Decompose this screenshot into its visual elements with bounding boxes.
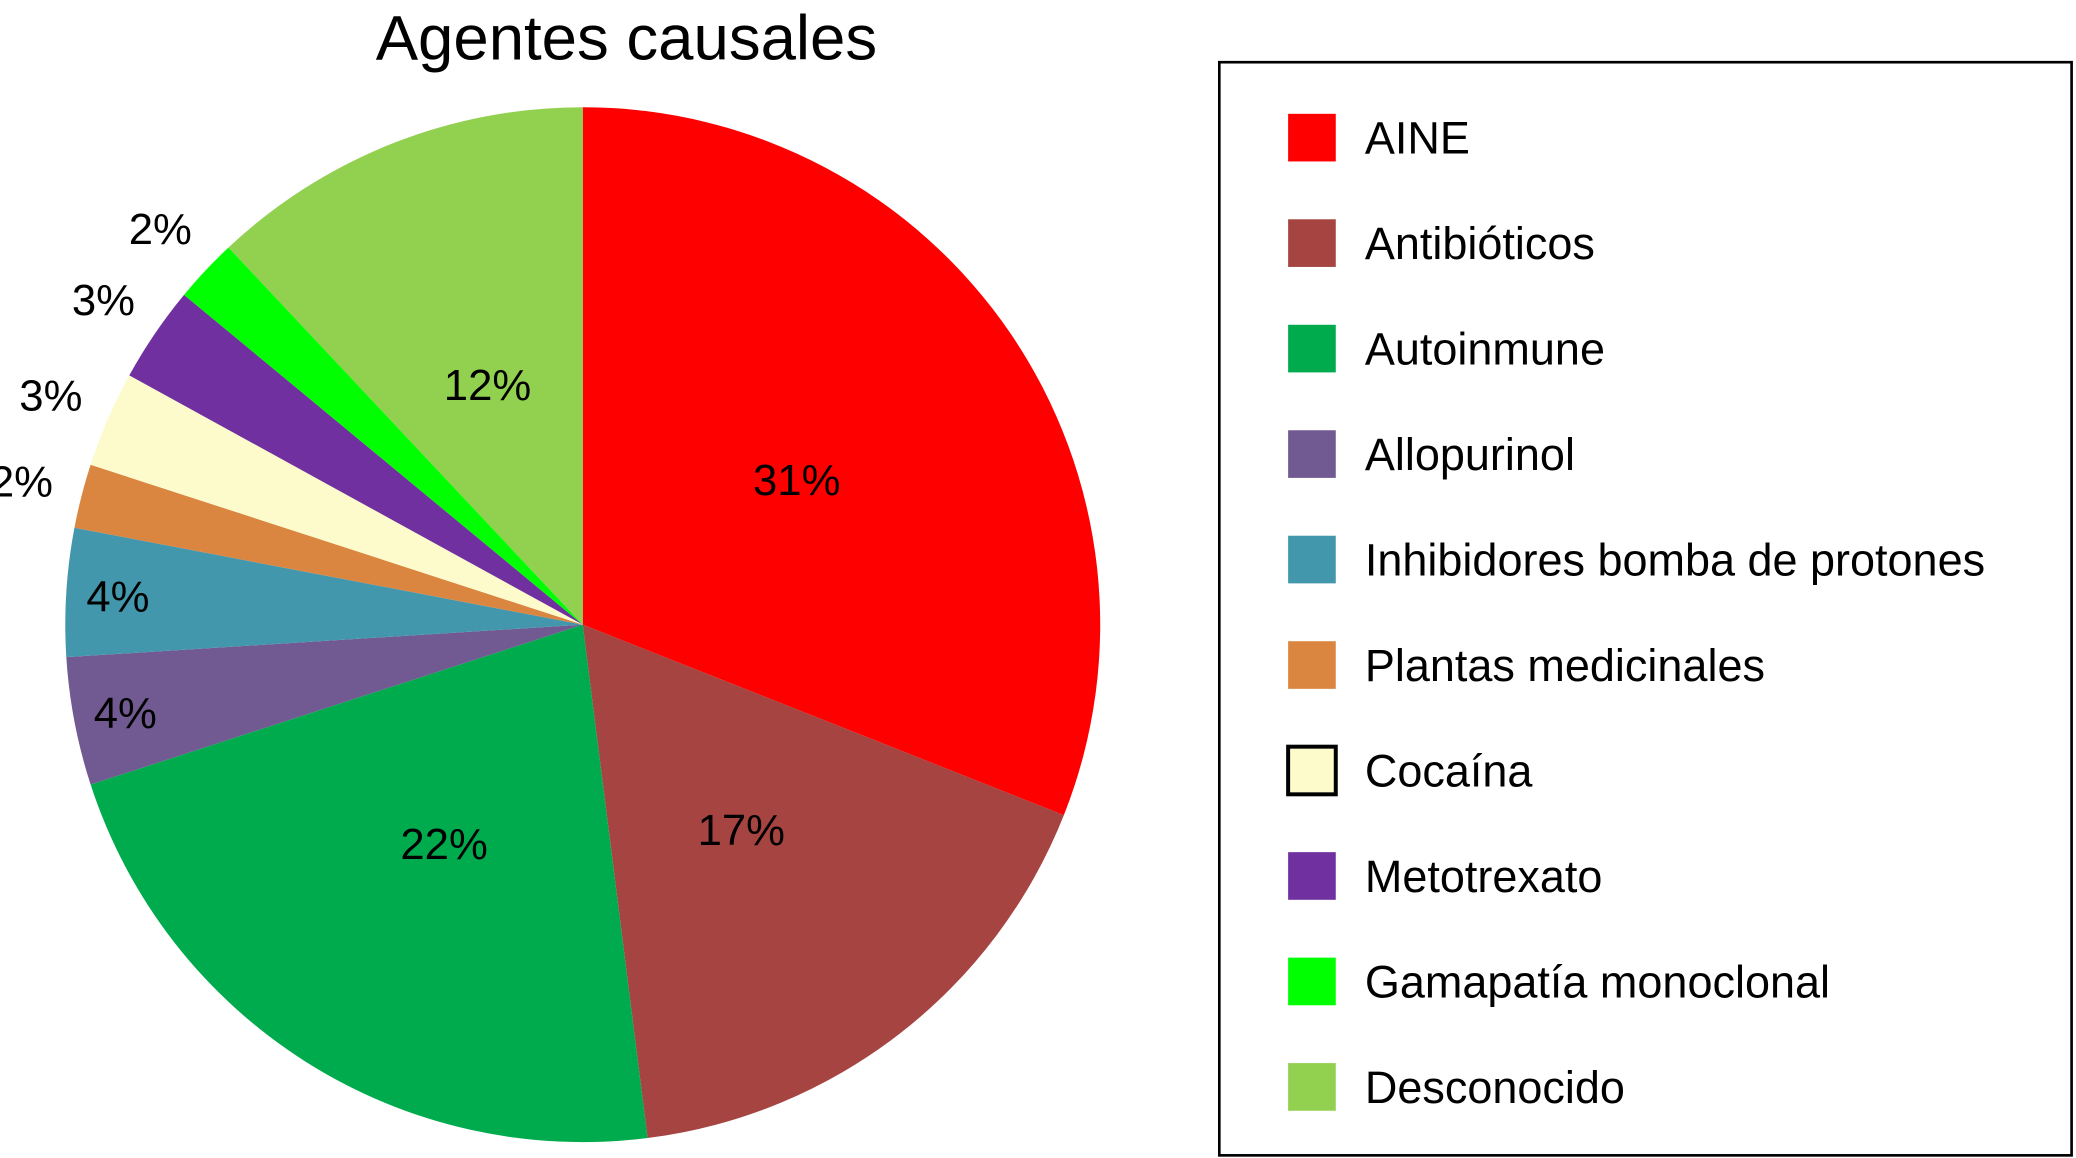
- legend-swatch-gamapatia-monoclonal: [1288, 957, 1336, 1006]
- legend-label-gamapatia-monoclonal: Gamapatía monoclonal: [1365, 956, 1830, 1007]
- pie-slice-allopurinol: [66, 624, 583, 785]
- pie-slice-cocaina: [90, 375, 583, 625]
- pie-slice-antibioticos: [582, 624, 1064, 1139]
- legend-label-cocaina: Cocaína: [1365, 745, 1534, 796]
- legend: AINE Antibióticos Autoinmune Allopurinol Inh…: [1217, 60, 2073, 1157]
- pie-slice-inhibidores-bomba-de-protones: [65, 527, 583, 658]
- pie-slice-desconocido: [228, 107, 583, 625]
- legend-label-plantas-medicinales: Plantas medicinales: [1365, 640, 1765, 691]
- legend-label-allopurinol: Allopurinol: [1365, 429, 1575, 480]
- legend-swatch-metotrexato: [1288, 852, 1336, 900]
- legend-label-autoinmune: Autoinmune: [1365, 323, 1605, 374]
- slice-label-aine: 31%: [753, 456, 840, 505]
- legend-swatch-desconocido: [1288, 1063, 1336, 1111]
- legend-label-aine: AINE: [1365, 113, 1470, 164]
- pie-slice-gamapatia-monoclonal: [184, 247, 583, 625]
- slice-label-metotrexato: 3%: [72, 276, 135, 325]
- pie-slices: [65, 107, 1101, 1143]
- legend-swatch-aine: [1288, 113, 1336, 162]
- slice-label-desconocido: 12%: [444, 361, 531, 410]
- legend-swatch-inhibidores-bomba-de-protones: [1288, 535, 1336, 584]
- legend-label-metotrexato: Metotrexato: [1365, 851, 1603, 902]
- slice-label-cocaina: 3%: [19, 371, 82, 420]
- slice-label-autoinmune: 22%: [400, 820, 487, 869]
- pie-slice-autoinmune: [90, 624, 648, 1143]
- legend-swatch-allopurinol: [1288, 430, 1336, 478]
- chart-title: Agentes causales: [376, 3, 877, 74]
- slice-label-inhibidores-bomba-de-protones: 4%: [86, 572, 149, 621]
- legend-swatch-antibioticos: [1288, 219, 1336, 267]
- pie-slice-aine: [582, 107, 1101, 816]
- slice-label-antibioticos: 17%: [698, 806, 785, 855]
- legend-box: [1217, 60, 2073, 1157]
- legend-swatch-plantas-medicinales: [1288, 641, 1336, 689]
- pie-labels: 31% 17% 22% 4% 4% 2% 3% 3% 2% 12%: [0, 205, 840, 869]
- legend-label-antibioticos: Antibióticos: [1365, 218, 1595, 269]
- pie-slice-plantas-medicinales: [74, 464, 583, 625]
- slice-label-plantas-medicinales: 2%: [0, 457, 53, 506]
- pie-slice-metotrexato: [129, 294, 583, 625]
- legend-swatch-autoinmune: [1288, 324, 1336, 373]
- legend-swatch-cocaina: [1286, 744, 1338, 797]
- slice-label-gamapatia-monoclonal: 2%: [129, 205, 192, 254]
- legend-label-desconocido: Desconocido: [1365, 1062, 1625, 1113]
- legend-label-inhibidores-bomba-de-protones: Inhibidores bomba de protones: [1365, 534, 1985, 585]
- slice-label-allopurinol: 4%: [94, 689, 157, 738]
